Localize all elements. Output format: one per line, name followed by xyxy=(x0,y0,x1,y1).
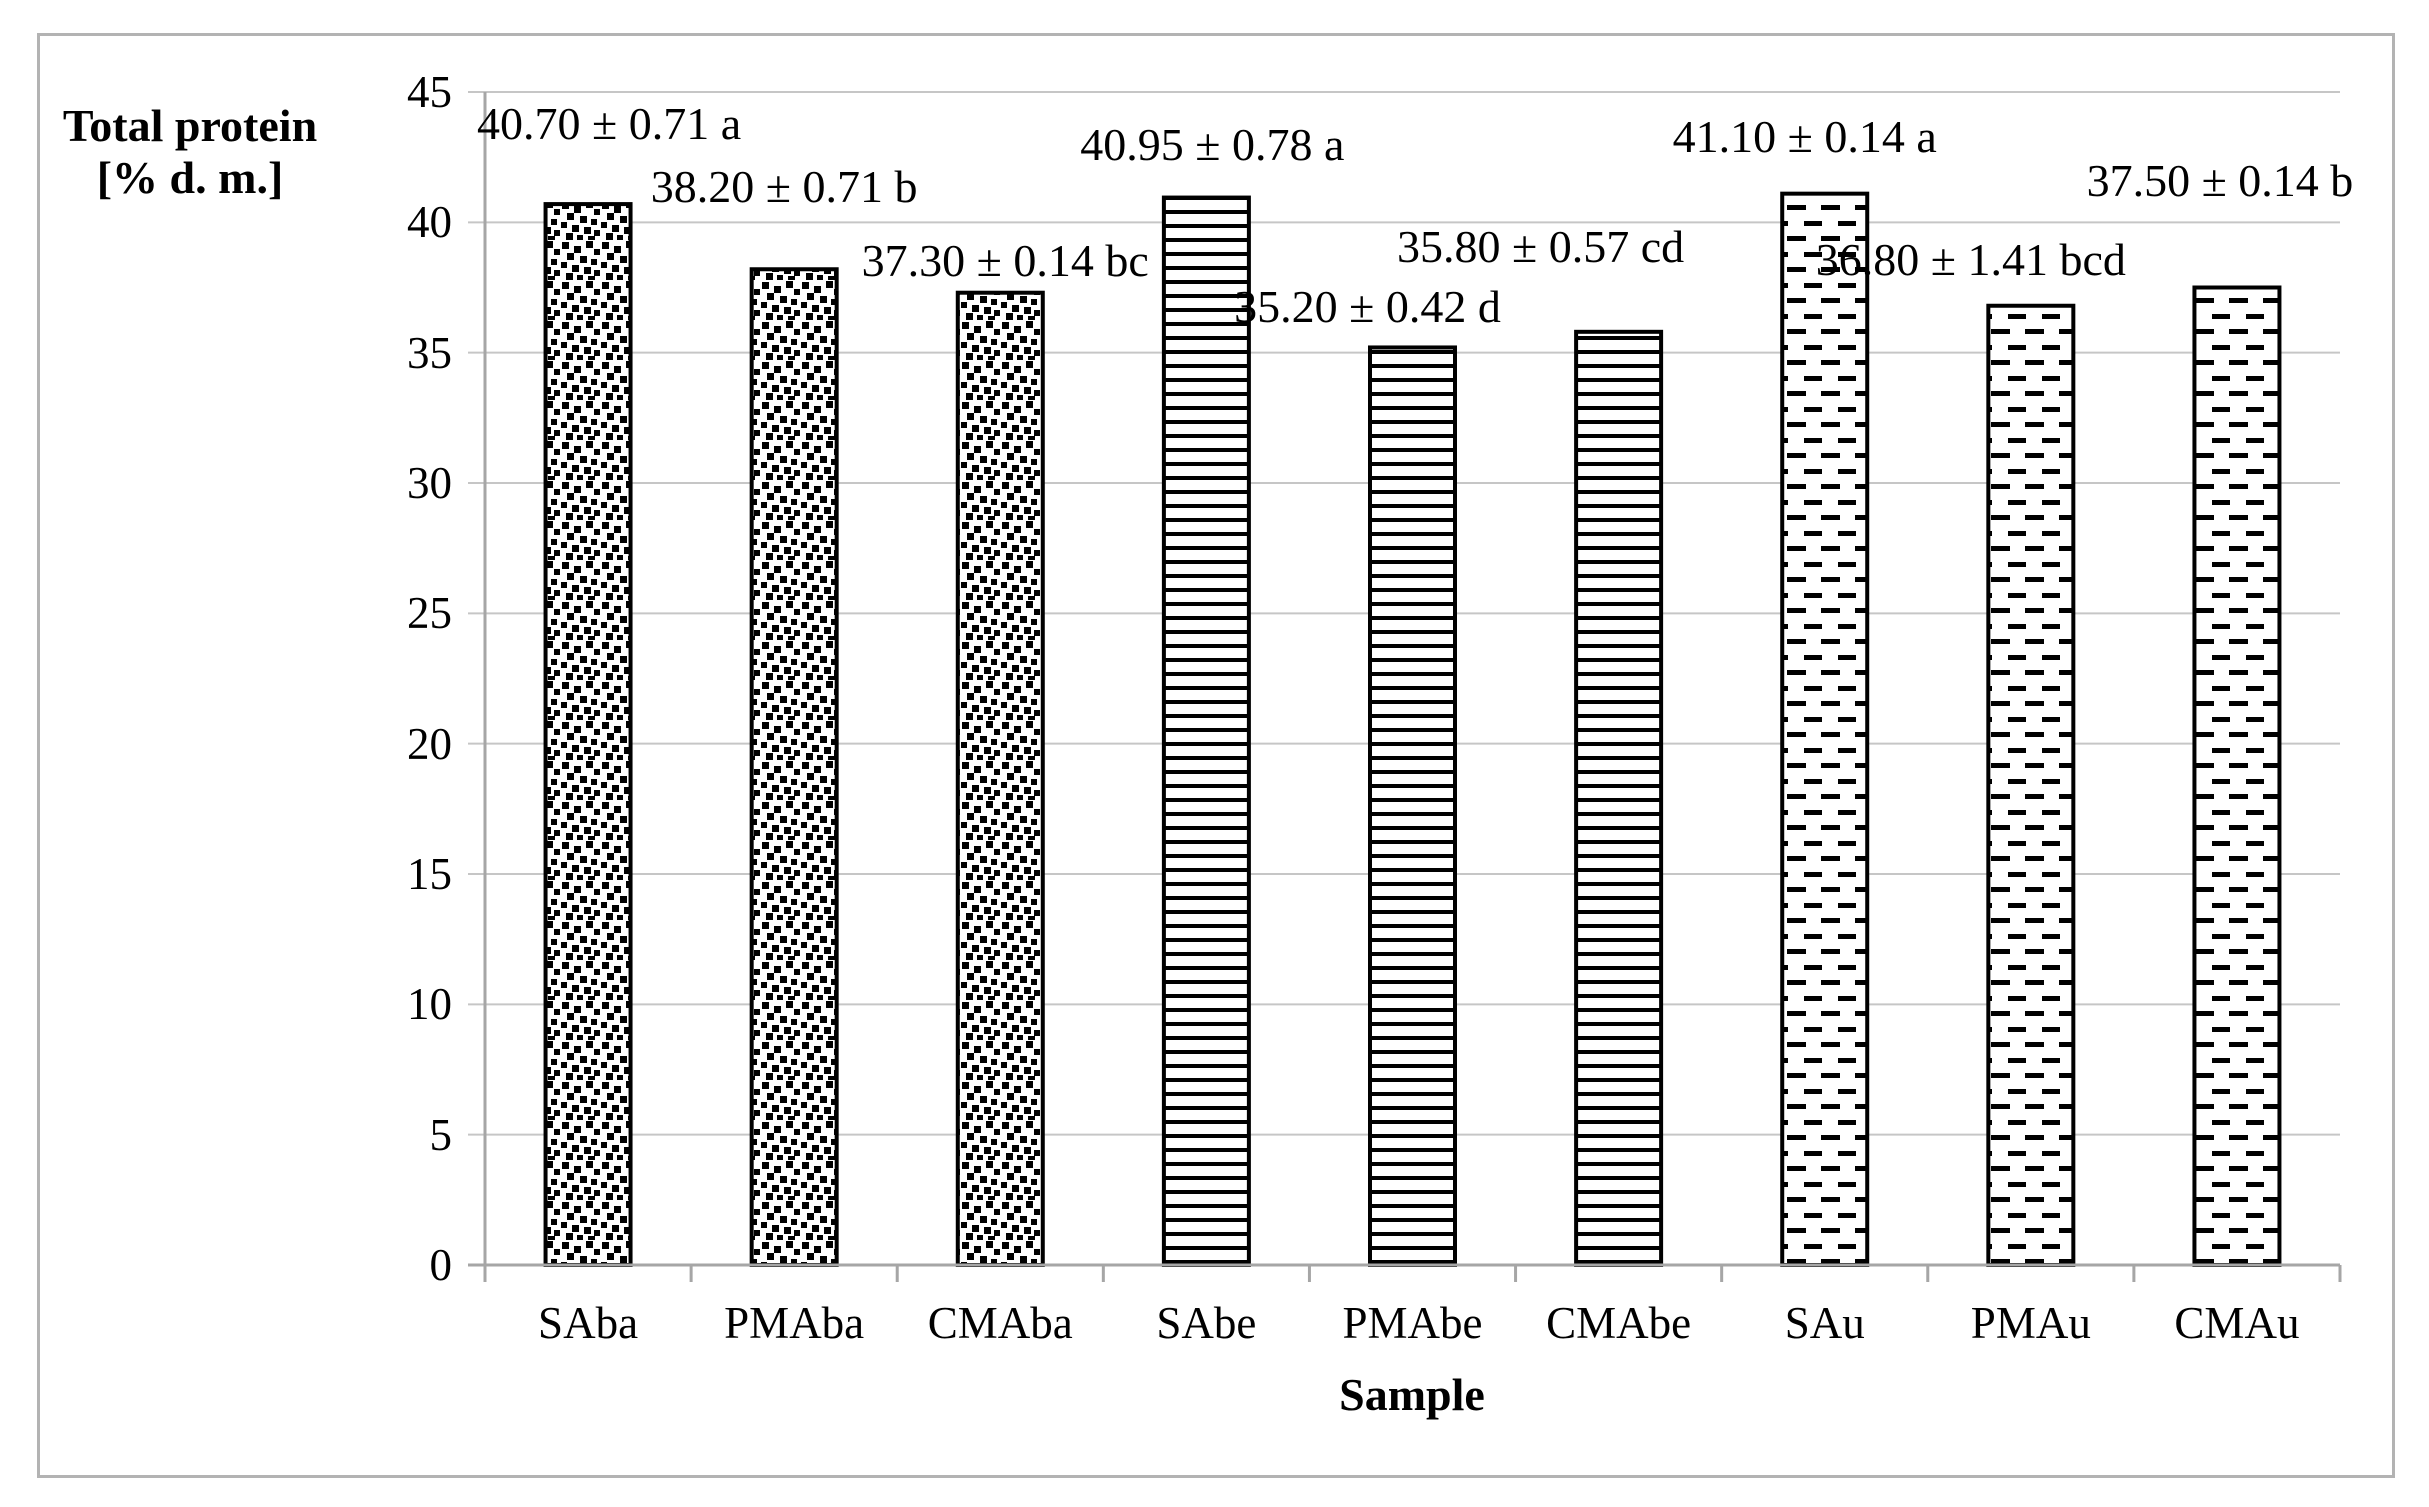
data-label-PMAba: 38.20 ± 0.71 b xyxy=(650,161,918,213)
y-tick-label-35: 35 xyxy=(407,327,452,378)
category-label-SAbe: SAbe xyxy=(1156,1298,1257,1348)
y-tick-label-40: 40 xyxy=(407,197,452,248)
data-label-SAba: 40.70 ± 0.71 a xyxy=(476,98,742,150)
category-label-CMAu: CMAu xyxy=(2174,1298,2300,1348)
category-label-CMAba: CMAba xyxy=(927,1298,1073,1348)
y-tick-label-30: 30 xyxy=(407,458,452,508)
data-label-SAu: 41.10 ± 0.14 a xyxy=(1672,110,1937,162)
category-label-PMAu: PMAu xyxy=(1970,1298,2091,1348)
bars-group xyxy=(543,191,2282,1268)
category-label-CMAbe: CMAbe xyxy=(1546,1298,1692,1348)
category-label-PMAbe: PMAbe xyxy=(1342,1298,1483,1348)
x-axis-title: Sample xyxy=(1339,1369,1485,1420)
bar-CMAba xyxy=(955,290,1045,1268)
data-label-SAbe: 40.95 ± 0.78 a xyxy=(1080,118,1345,170)
data-label-CMAu: 37.50 ± 0.14 b xyxy=(2086,154,2354,206)
category-label-PMAba: PMAba xyxy=(724,1298,865,1348)
y-tick-label-10: 10 xyxy=(407,979,452,1030)
bar-PMAbe xyxy=(1368,345,1457,1268)
y-tick-label-20: 20 xyxy=(407,718,452,769)
bar-SAbe xyxy=(1161,195,1251,1268)
data-label-PMAu: 36.80 ± 1.41 bcd xyxy=(1815,233,2126,285)
data-label-CMAbe: 35.80 ± 0.57 cd xyxy=(1397,220,1685,272)
axes-group xyxy=(468,92,2342,1282)
bar-SAu xyxy=(1780,191,1870,1267)
bar-SAba xyxy=(543,202,633,1267)
y-tick-label-15: 15 xyxy=(407,849,452,899)
category-label-SAu: SAu xyxy=(1784,1298,1865,1348)
y-axis-title-line2: [% d. m.] xyxy=(96,152,284,203)
y-axis-title-line1: Total protein xyxy=(62,100,318,151)
y-tick-label-5: 5 xyxy=(429,1109,453,1160)
category-label-SAba: SAba xyxy=(538,1298,639,1348)
y-tick-label-45: 45 xyxy=(407,67,452,117)
y-tick-label-0: 0 xyxy=(429,1240,453,1290)
bar-PMAba xyxy=(749,267,839,1267)
data-label-PMAbe: 35.20 ± 0.42 d xyxy=(1234,281,1501,333)
y-axis-title: Total protein [% d. m.] xyxy=(40,100,340,204)
y-tick-label-25: 25 xyxy=(407,588,452,639)
bar-CMAu xyxy=(2192,285,2282,1267)
bar-PMAu xyxy=(1986,303,2076,1268)
data-label-CMAba: 37.30 ± 0.14 bc xyxy=(861,234,1149,286)
bar-CMAbe xyxy=(1574,329,1664,1267)
